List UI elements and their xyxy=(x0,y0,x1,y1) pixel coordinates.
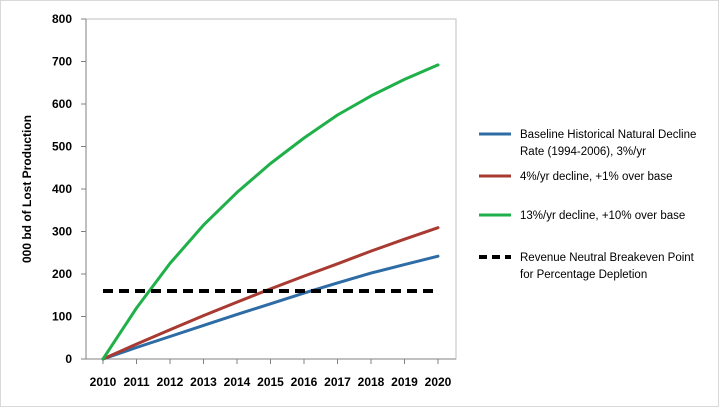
x-tick-label: 2010 xyxy=(90,375,117,389)
y-tick-label: 800 xyxy=(52,12,72,26)
series-line-2 xyxy=(101,226,440,361)
y-tick-label: 400 xyxy=(52,182,72,196)
y-tick-label: 0 xyxy=(65,352,72,366)
x-tick-label: 2014 xyxy=(224,375,251,389)
x-tick-label: 2018 xyxy=(358,375,385,389)
x-tick-label: 2011 xyxy=(123,375,149,389)
x-tick-label: 2017 xyxy=(324,375,351,389)
y-tick-label: 700 xyxy=(52,55,72,69)
x-tick-labels: 2010 2011 2012 2013 2014 2015 2016 2017 2018 2019… xyxy=(90,359,452,389)
legend-label-4: Revenue Neutral Breakeven Point for Perce… xyxy=(520,252,695,281)
axes xyxy=(85,18,457,360)
x-tick-label: 2019 xyxy=(391,375,418,389)
series-line-3 xyxy=(101,63,440,361)
series-lines xyxy=(101,63,440,361)
legend-label-1: Baseline Historical Natural Decline Rate … xyxy=(520,129,696,158)
y-tick-label: 200 xyxy=(52,267,72,281)
y-tick-label: 500 xyxy=(52,140,72,154)
series-line-1 xyxy=(101,254,440,361)
legend-label-2: 4%/yr decline, +1% over base xyxy=(520,171,672,183)
legend-label-3: 13%/yr decline, +10% over base xyxy=(520,210,685,222)
y-tick-label: 300 xyxy=(52,225,72,239)
x-tick-label: 2015 xyxy=(257,375,284,389)
y-tick-labels: 0 100 200 300 400 500 600 700 800 xyxy=(52,12,86,366)
x-tick-label: 2012 xyxy=(157,375,184,389)
y-tick-label: 100 xyxy=(52,310,72,324)
legend: Baseline Historical Natural Decline Rate … xyxy=(479,129,696,281)
x-tick-label: 2016 xyxy=(291,375,318,389)
y-axis-title: 000 bd of Lost Production xyxy=(20,115,34,263)
x-tick-label: 2020 xyxy=(425,375,452,389)
x-tick-label: 2013 xyxy=(190,375,217,389)
plot-area xyxy=(85,18,457,360)
y-tick-label: 600 xyxy=(52,97,72,111)
